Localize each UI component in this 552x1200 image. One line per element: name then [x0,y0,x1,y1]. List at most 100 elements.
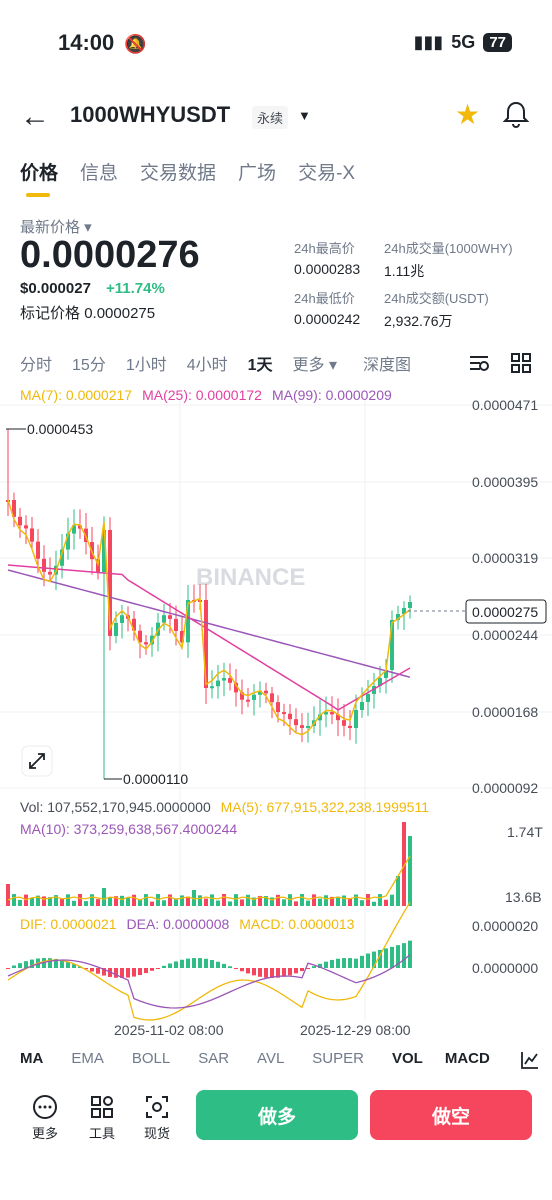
back-arrow-icon[interactable]: ← [20,100,50,133]
depth-chart-tab[interactable]: 深度图 [363,357,412,374]
candle-body [120,615,124,623]
volume-bar [6,884,10,906]
expand-icon[interactable] [21,745,53,777]
dea-line [7,954,411,1009]
candle-body [216,680,220,687]
volume-bar [252,897,256,906]
volume-bar [234,894,238,906]
volume-bar [18,899,22,906]
tab-trading-data[interactable]: 交易数据 [140,163,217,184]
open-long-button[interactable]: 做多 [196,1090,358,1140]
interval-4h[interactable]: 4小时 [186,357,228,374]
indicator-vol[interactable]: VOL [391,1050,423,1067]
macd-bar [228,966,232,968]
tab-trade-x[interactable]: 交易-X [298,163,356,184]
price-axis-label: 0.0000092 [472,780,538,796]
stat-high: 24h最高价 0.0000283 [294,241,361,277]
macd-bar [180,959,184,968]
macd-bar [270,968,274,978]
interval-bar: 分时 15分 1小时 4小时 1天 更多 ▾ 深度图 [20,351,411,375]
macd-bar [318,963,322,968]
contract-badge: 永续 [252,106,289,129]
layout-grid-icon[interactable] [510,352,532,379]
indicator-boll[interactable]: BOLL [131,1050,171,1067]
bell-icon[interactable] [502,100,530,133]
indicator-ma[interactable]: MA [20,1050,44,1067]
macd-bar [276,968,280,978]
candle-body [108,530,112,636]
spot-label: 现货 [144,1126,171,1141]
candle-body [72,525,76,534]
macd-histogram [6,940,412,978]
candle-body [60,549,64,566]
volume-ma10: MA(10): 373,259,638,567.4000244 [20,821,238,837]
volume-bar [42,896,46,906]
volume-bar [198,895,202,906]
macd-bar [390,946,394,968]
volume-bar [264,896,268,906]
macd-bar [48,958,52,968]
candle-body [210,686,214,689]
volume-bar [12,894,16,906]
interval-more[interactable]: 更多 ▾ [292,357,338,374]
ma-legend: MA(7): 0.0000217 MA(25): 0.0000172 MA(99… [20,387,392,403]
kline-chart[interactable]: BINANCE 0.0000453 0.0000110 0.0000275 0.… [0,380,552,1040]
more-button[interactable]: 更多 [32,1094,58,1142]
candle-body [18,516,22,526]
macd-bar [312,966,316,968]
macd-bar [342,958,346,968]
volume-bar [360,900,364,906]
last-price-label[interactable]: 最新价格 ▾ [20,219,92,236]
volume-bar [102,888,106,906]
macd-bar [144,968,148,974]
interval-1h[interactable]: 1小时 [125,357,167,374]
volume-value: Vol: 107,552,170,945.0000000 [20,799,211,815]
candle-body [222,678,226,681]
macd-bar [120,968,124,978]
macd-bar [240,968,244,972]
volume-bar [402,822,406,906]
interval-line[interactable]: 分时 [20,357,53,374]
macd-bar [84,968,88,970]
tools-button[interactable]: 工具 [89,1094,115,1142]
macd-bar [402,943,406,968]
indicator-macd[interactable]: MACD [444,1050,490,1067]
candle-body [336,714,340,721]
tab-price[interactable]: 价格 [20,158,58,197]
indicator-sar[interactable]: SAR [198,1050,230,1067]
candle-body [294,719,298,726]
tab-square[interactable]: 广场 [238,163,277,184]
watermark: BINANCE [196,564,305,591]
indicator-avl[interactable]: AVL [257,1050,285,1067]
favorite-star-icon[interactable]: ★ [455,99,481,130]
price-axis-label: 0.0000244 [472,627,538,643]
macd-bar [216,961,220,968]
macd-legend: DIF: 0.0000021 DEA: 0.0000008 MACD: 0.00… [20,916,354,932]
interval-1d[interactable]: 1天 [247,357,273,374]
interval-15m[interactable]: 15分 [72,357,106,374]
symbol-title[interactable]: 1000WHYUSDT [70,102,231,127]
candle-body [48,571,52,575]
indicator-super[interactable]: SUPER [312,1050,364,1067]
price-axis-label: 0.0000471 [472,397,538,413]
chart-settings-icon[interactable] [468,352,490,379]
spot-button[interactable]: 现货 [144,1094,170,1142]
macd-bar [18,963,22,968]
indicator-settings-icon[interactable] [520,1050,540,1075]
tab-info[interactable]: 信息 [80,163,119,184]
high-marker-label: 0.0000453 [27,421,93,437]
volume-bar [354,894,358,906]
candle-body [258,690,262,695]
volume-bar [294,901,298,906]
macd-bar [138,968,142,976]
volume-bar [378,894,382,906]
candle-body [66,533,70,550]
indicator-ema[interactable]: EMA [71,1050,104,1067]
macd-bar [6,968,10,969]
status-time: 14:00 [58,30,115,55]
candle-body [306,725,310,728]
candle-body [324,712,328,715]
chevron-down-icon[interactable]: ▼ [298,108,311,123]
macd-bar [114,968,118,978]
open-short-button[interactable]: 做空 [370,1090,532,1140]
